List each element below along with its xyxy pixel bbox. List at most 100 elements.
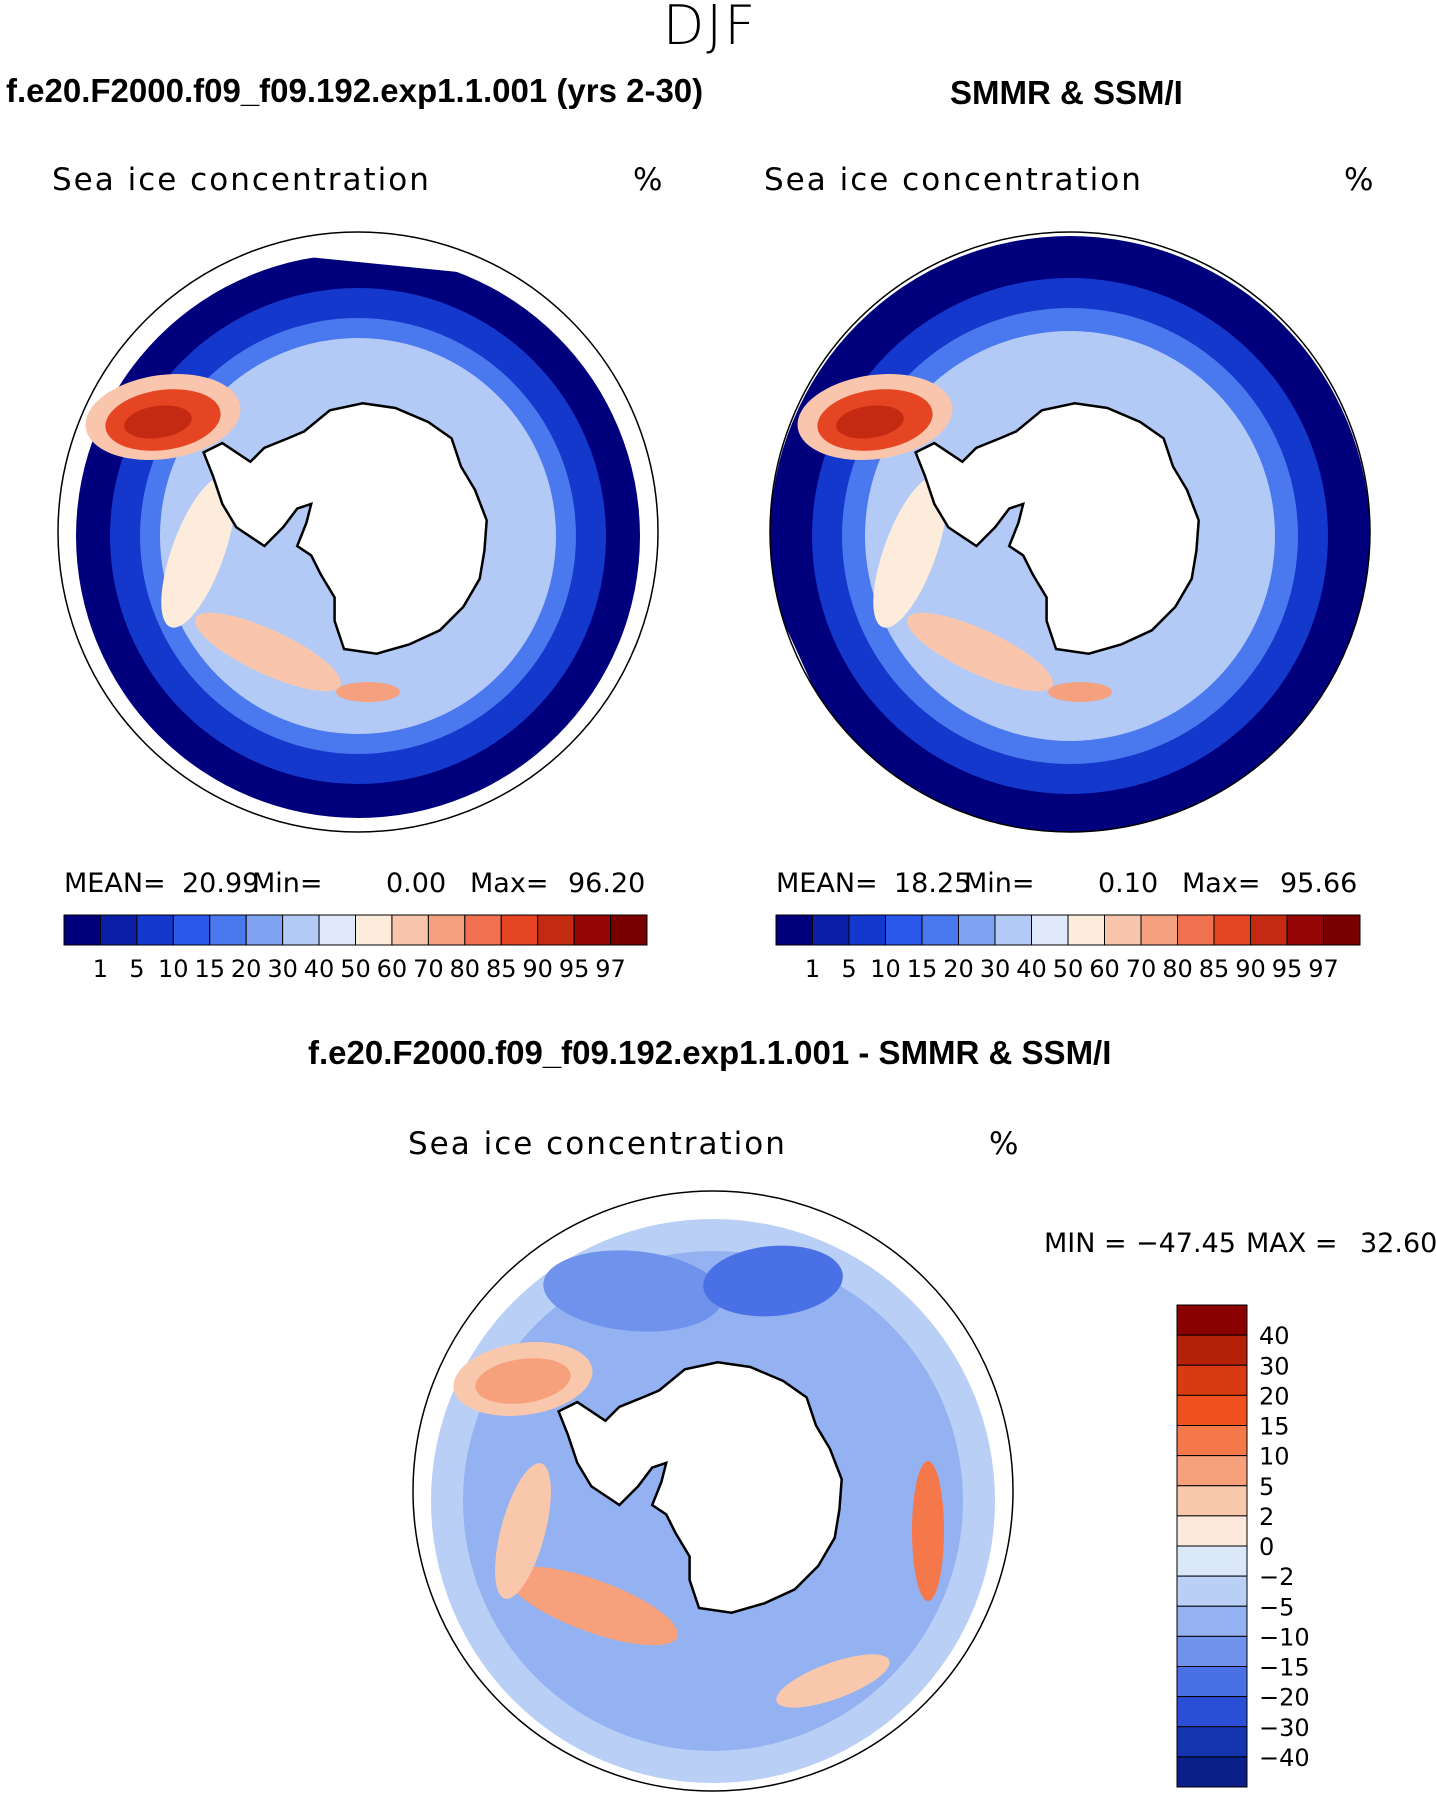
colorbar-swatch (1140, 914, 1178, 946)
weddell-ice-max (836, 405, 904, 439)
colorbar-tick-label: 40 (1016, 955, 1047, 983)
colorbar-tick-label: 20 (1259, 1382, 1290, 1410)
antarctica-coastline (914, 402, 1200, 655)
colorbar-swatch (391, 914, 429, 946)
colorbar-tick-label: 95 (559, 955, 590, 983)
colorbar-swatch (1176, 1666, 1248, 1698)
min-value: 0.00 (386, 868, 447, 899)
colorbar-swatch (1250, 914, 1288, 946)
map-boundary (412, 1190, 1014, 1792)
colorbar-tick-label: −5 (1259, 1593, 1294, 1621)
colorbar-swatch (1176, 1425, 1248, 1457)
mean-label: MEAN= (776, 868, 878, 899)
map-panel-2 (769, 231, 1371, 833)
colorbar-swatch (63, 914, 101, 946)
colorbar-tick-label: 95 (1272, 955, 1303, 983)
colorbar-swatch (99, 914, 138, 946)
max-label: Max= (1182, 868, 1261, 899)
colorbar-tick-label: 30 (1259, 1352, 1290, 1380)
colorbar-panel-1: 1 5 10 15 20 30 40 50 60 70 80 85 90 95 97 (63, 914, 648, 983)
panel-2-unit: % (1344, 162, 1374, 198)
colorbar-swatch (1176, 1545, 1248, 1577)
map-panel-3 (412, 1190, 1014, 1792)
colorbar-swatch (848, 914, 886, 946)
colorbar-tick-label: 90 (522, 955, 553, 983)
colorbar-swatch (1176, 1304, 1248, 1336)
peninsula-ice (873, 476, 947, 628)
colorbar-swatch (1176, 1635, 1248, 1667)
colorbar-tick-label: 1 (805, 955, 820, 983)
colorbar-swatch (427, 914, 466, 946)
colorbar-tick-label: 70 (1126, 955, 1157, 983)
colorbar-tick-label: −2 (1259, 1563, 1294, 1591)
colorbar-tick-label: −40 (1259, 1744, 1310, 1772)
colorbar-tick-label: 2 (1259, 1503, 1274, 1531)
colorbar-tick-label: 50 (1053, 955, 1084, 983)
ross-ice (906, 612, 1054, 692)
mean-value: 20.99 (182, 868, 260, 899)
colorbar-swatch (1176, 1455, 1248, 1487)
peninsula-positive-anomaly (495, 1463, 551, 1599)
colorbar-tick-label: 10 (870, 955, 901, 983)
max-value: 95.66 (1280, 868, 1358, 899)
colorbar-tick-label: 60 (377, 955, 408, 983)
colorbar-swatch (1176, 1394, 1248, 1426)
colorbar-swatch (1176, 1515, 1248, 1547)
colorbar-tick-label: 5 (129, 955, 144, 983)
colorbar-tick-label: 20 (231, 955, 262, 983)
ross-positive-anomaly (507, 1566, 679, 1646)
panel-2-field-label: Sea ice concentration (764, 162, 1143, 198)
panel-1-unit: % (633, 162, 663, 198)
colorbar-tick-label: 80 (450, 955, 481, 983)
min-label: Min= (964, 868, 1035, 899)
colorbar-tick-label: 5 (841, 955, 856, 983)
colorbar-swatch (1286, 914, 1324, 946)
negative-anomaly (543, 1250, 723, 1332)
panel-1-field-label: Sea ice concentration (52, 162, 431, 198)
colorbar-swatch (209, 914, 247, 946)
colorbar-swatch (1176, 1726, 1248, 1758)
colorbar-panel-2: 1 5 10 15 20 30 40 50 60 70 80 85 90 95 97 (775, 914, 1361, 983)
colorbar-tick-label: 90 (1235, 955, 1266, 983)
max-label: Max= (470, 868, 549, 899)
colorbar-tick-label: 10 (158, 955, 189, 983)
max-label: MAX = (1246, 1228, 1338, 1259)
colorbar-swatch (958, 914, 996, 946)
figure-title: DJF (662, 0, 758, 57)
colorbar-tick-label: 60 (1089, 955, 1120, 983)
ross-ice (194, 612, 342, 692)
colorbar-swatch (464, 914, 502, 946)
colorbar-tick-label: 1 (93, 955, 108, 983)
colorbar-swatch (812, 914, 850, 946)
colorbar-swatch (610, 914, 648, 946)
colorbar-tick-label: 30 (980, 955, 1011, 983)
panel-3-title: f.e20.F2000.f09_f09.192.exp1.1.001 - SMM… (308, 1034, 1112, 1071)
map-boundary (769, 231, 1371, 833)
colorbar-swatch (1176, 1334, 1248, 1366)
weddell-ice-max (124, 405, 192, 439)
min-label: Min= (252, 868, 323, 899)
east-positive-anomaly (912, 1461, 944, 1601)
colorbar-swatch (537, 914, 575, 946)
colorbar-tick-label: 70 (413, 955, 444, 983)
colorbar-swatch (245, 914, 284, 946)
colorbar-swatch (1031, 914, 1069, 946)
min-label: MIN = (1044, 1228, 1127, 1259)
colorbar-swatch (500, 914, 539, 946)
colorbar-tick-label: −30 (1259, 1714, 1310, 1742)
colorbar-tick-label: 15 (1259, 1413, 1290, 1441)
colorbar-swatch (1176, 1756, 1248, 1788)
colorbar-tick-label: 10 (1259, 1443, 1290, 1471)
colorbar-swatch (355, 914, 393, 946)
colorbar-swatch (318, 914, 356, 946)
colorbar-tick-label: 50 (340, 955, 371, 983)
antarctica-coastline (202, 402, 488, 655)
colorbar-tick-label: −15 (1259, 1654, 1310, 1682)
colorbar-tick-label: 40 (1259, 1322, 1290, 1350)
colorbar-swatch (282, 914, 320, 946)
panel-3-field-label: Sea ice concentration (408, 1126, 787, 1162)
colorbar-swatch (1176, 1485, 1248, 1517)
colorbar-tick-label: 40 (304, 955, 335, 983)
colorbar-swatch (885, 914, 923, 946)
